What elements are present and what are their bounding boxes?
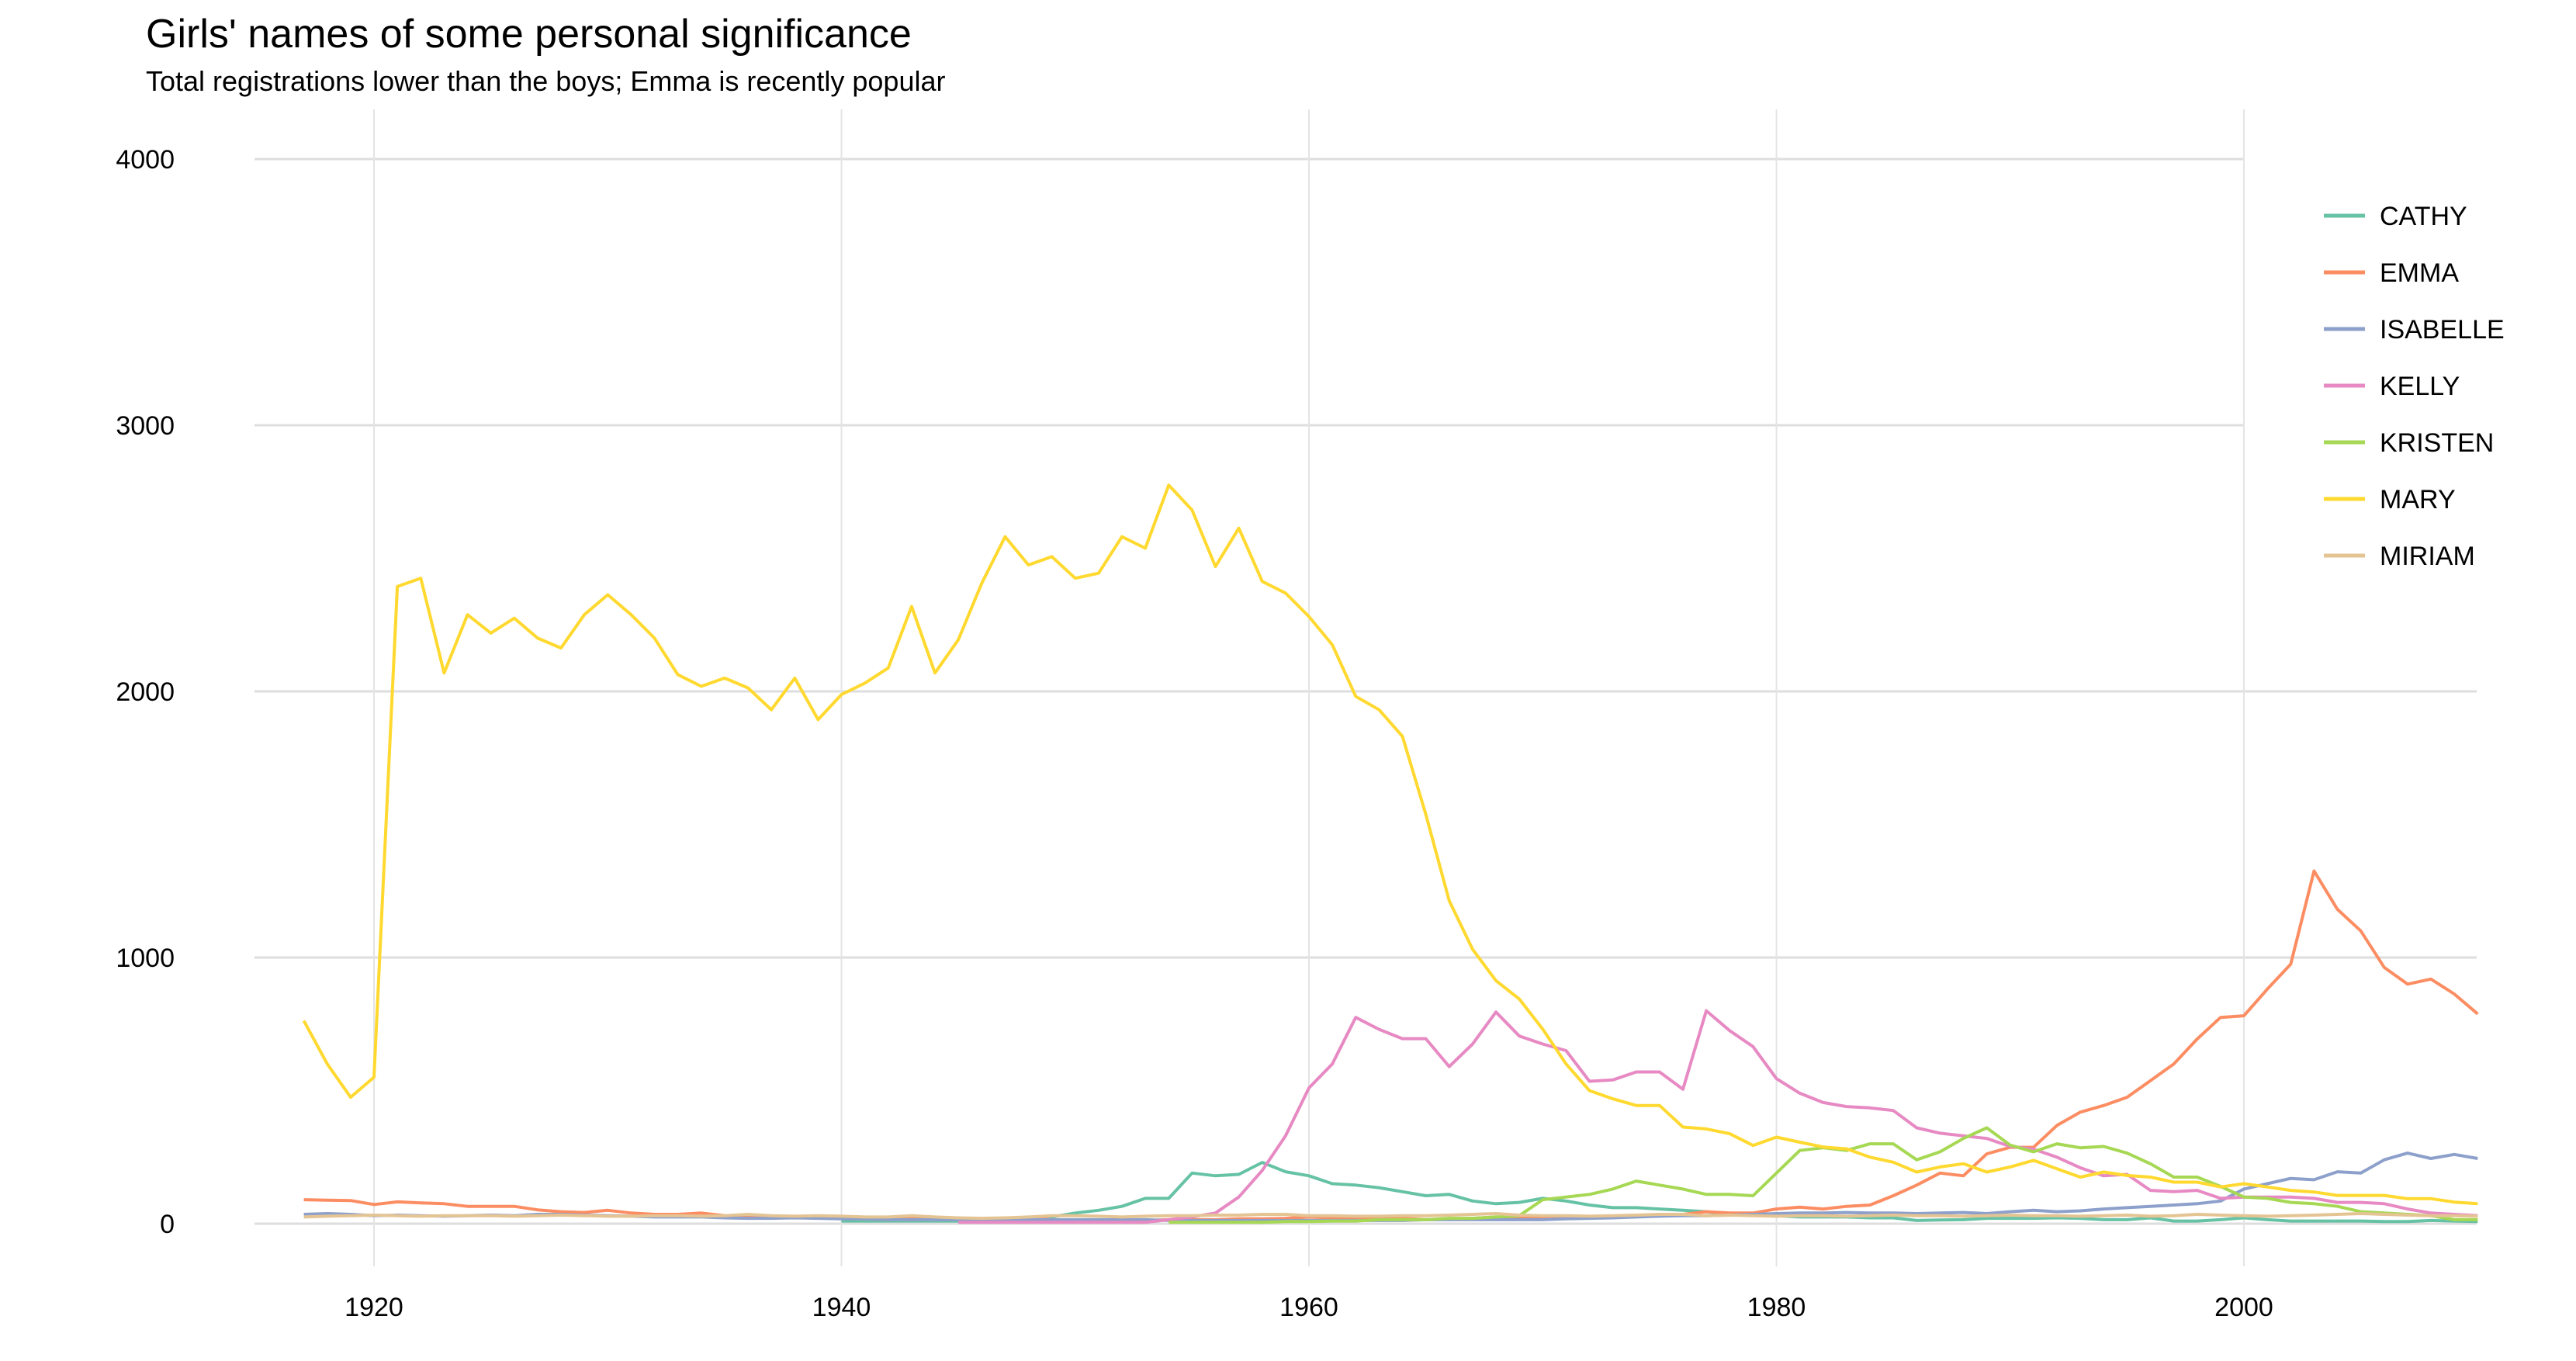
x-axis-ticks: 1920 1940 1960 1980 2000 — [345, 1293, 2273, 1322]
legend-label: CATHY — [2380, 202, 2467, 231]
legend-label: KELLY — [2380, 372, 2460, 401]
x-tick-label: 1980 — [1747, 1293, 1806, 1322]
legend-label: EMMA — [2380, 258, 2459, 288]
legend-item-kristen: KRISTEN — [2324, 428, 2494, 458]
y-tick-label: 0 — [160, 1210, 175, 1239]
legend-item-miriam: MIRIAM — [2324, 542, 2475, 571]
series-line-emma — [303, 869, 2479, 1222]
series-line-mary — [302, 483, 2478, 1206]
y-tick-label: 1000 — [116, 944, 175, 973]
y-tick-label: 4000 — [116, 145, 175, 175]
legend-label: ISABELLE — [2380, 315, 2505, 345]
chart-title: Girls' names of some personal significan… — [146, 12, 912, 57]
x-tick-label: 1960 — [1279, 1293, 1338, 1322]
legend-item-mary: MARY — [2324, 485, 2456, 514]
grid — [254, 109, 2477, 1266]
legend-item-isabelle: ISABELLE — [2324, 315, 2505, 345]
legend-item-emma: EMMA — [2324, 258, 2459, 288]
series-line-miriam — [303, 1212, 2478, 1221]
series-line-kelly — [958, 1009, 2478, 1224]
x-tick-label: 1920 — [345, 1293, 403, 1322]
series-lines — [302, 483, 2479, 1224]
y-tick-label: 2000 — [116, 677, 175, 707]
y-tick-label: 3000 — [116, 411, 175, 441]
x-tick-label: 2000 — [2214, 1293, 2273, 1322]
x-tick-label: 1940 — [812, 1293, 871, 1322]
legend: CATHY EMMA ISABELLE KELLY KRISTEN MARY MIRIAM — [2324, 202, 2505, 571]
legend-label: KRISTEN — [2380, 428, 2494, 458]
legend-item-kelly: KELLY — [2324, 372, 2460, 401]
y-axis-ticks: 0 1000 2000 3000 4000 — [116, 145, 175, 1239]
legend-label: MIRIAM — [2380, 542, 2475, 571]
chart-subtitle: Total registrations lower than the boys;… — [146, 65, 946, 97]
series-line-cathy — [841, 1161, 2478, 1224]
legend-item-cathy: CATHY — [2324, 202, 2467, 231]
legend-label: MARY — [2380, 485, 2456, 514]
